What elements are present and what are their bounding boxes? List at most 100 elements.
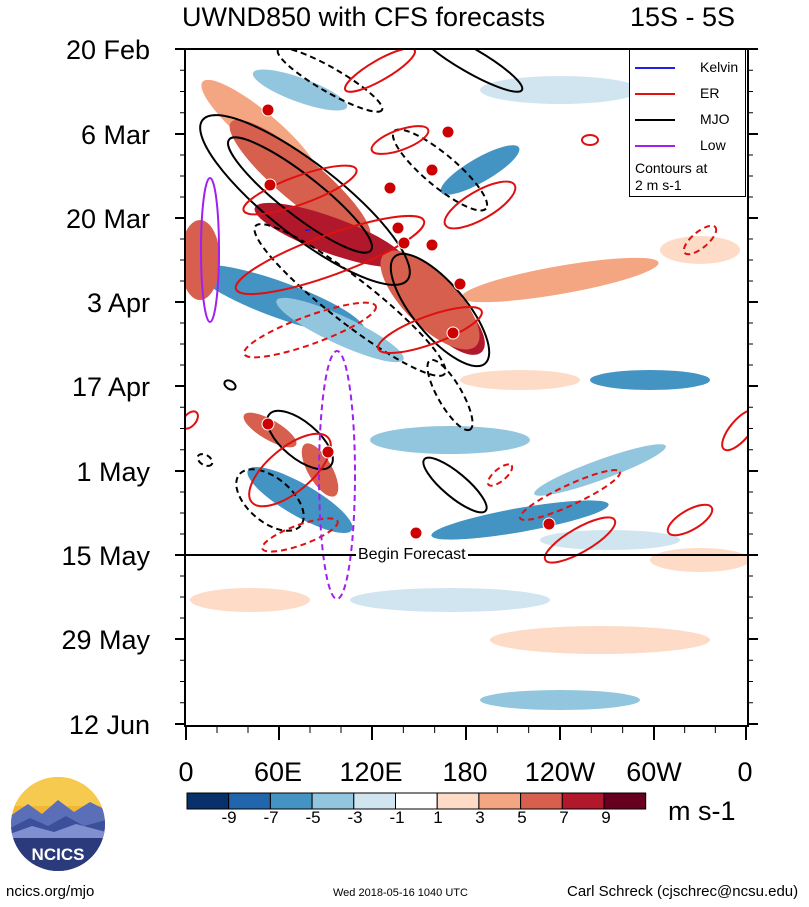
er-contour [234,214,426,296]
x-tick-label: 180 [442,757,488,787]
colorbar-swatch [269,792,313,810]
contour-interval-note: Contours at 2 m s-1 [635,160,707,194]
anomaly-patch [590,370,710,390]
er-contour [581,134,599,146]
low-contour [318,350,356,600]
tropical-cyclone-icon [263,178,277,192]
y-tick-label: 29 May [61,625,150,655]
colorbar-tick-label: -5 [305,808,321,827]
mjo-contour [253,223,447,377]
x-tick-label: 120W [524,757,596,787]
er-contour [486,463,514,487]
colorbar-swatch [353,792,396,810]
y-tick-label: 3 Apr [86,288,150,318]
colorbar-swatch [228,792,271,810]
mjo-contour [227,136,373,254]
y-tick-label: 1 May [76,457,150,487]
er-contour [518,469,622,521]
anomaly-patch [460,370,580,390]
colorbar-swatch [478,792,522,810]
tropical-cyclone-icon [425,163,439,177]
anomaly-patch [380,250,480,350]
filter-contours [185,49,748,600]
er-contour [243,301,377,359]
colorbar-tick-label: -7 [263,808,279,827]
anomaly-patch [490,626,710,654]
begin-forecast-label: Begin Forecast [356,546,468,564]
legend-item-kelvin: Kelvin [630,58,747,78]
low-contour [200,177,220,323]
mjo-contour [389,252,491,368]
anomaly-patch [650,548,748,572]
er-contour [682,224,718,256]
colorbar-tick-label: -9 [221,808,237,827]
mjo-contour [391,128,489,212]
er-contour [242,164,358,216]
legend-swatch [635,119,675,121]
er-contour [377,306,483,354]
mjo-contour [223,379,237,391]
legend-label: Kelvin [700,59,739,75]
y-tick-label: 6 Mar [80,120,150,150]
tropical-cyclone-icon [453,277,467,291]
legend: Kelvin ER MJO Low Contours at 2 m s-1 [629,49,746,197]
contour-note-line: Contours at [635,160,708,176]
colorbar-swatch [395,792,438,810]
anomaly-patch [276,297,404,363]
logo-text: NCICS [32,845,85,864]
y-tick-label: 17 Apr [71,372,150,402]
er-contour [370,125,430,155]
colorbar-swatch [436,792,480,810]
ncics-logo: NCICS [11,777,105,871]
mjo-contour [199,114,411,286]
x-tick-label: 0 [737,757,753,787]
footer-author: Carl Schreck (cjschrec@ncsu.edu) [567,883,799,900]
legend-item-mjo: MJO [630,110,747,130]
anomaly-patch [534,444,666,496]
legend-item-low: Low [630,136,747,156]
anomaly-patch [461,257,659,303]
tropical-cyclone-icon [383,181,397,195]
tropical-cyclone-icon [425,238,439,252]
er-contour [248,432,332,508]
anomaly-patch [440,145,520,195]
footer-timestamp: Wed 2018-05-16 1040 UTC [333,887,468,899]
anomaly-patch [540,530,680,550]
er-contour [443,180,517,230]
anomaly-patch [270,648,430,672]
legend-swatch [635,67,675,69]
colorbar-tick-label: 7 [559,808,569,827]
anomaly-patch [185,690,320,710]
anomaly-patch [190,588,310,612]
tropical-cyclone-icon [261,417,275,431]
anomaly-patch [252,69,348,111]
footer-site: ncics.org/mjo [6,883,95,900]
x-tick-label: 60W [626,757,682,787]
er-contour [666,503,714,537]
y-tick-label: 15 May [61,541,150,571]
anomaly-patch [229,119,371,241]
tropical-cyclone-icon [391,221,405,235]
legend-swatch [635,93,675,95]
x-tick-label: 60E [253,757,303,787]
tropical-cyclone-markers [261,103,556,540]
tropical-cyclone-icon [409,526,423,540]
colorbar-tick-label: 9 [601,808,611,827]
contour-note-line: 2 m s-1 [635,177,682,193]
y-tick-label: 20 Mar [65,204,150,234]
er-contour [543,516,617,564]
legend-swatch [635,145,675,147]
colorbar-tick-label: -3 [347,808,363,827]
anomaly-patch [660,236,740,264]
mjo-contour [422,456,488,514]
legend-label: Low [700,137,726,153]
chart-title: UWND850 with CFS forecasts [182,2,546,32]
colorbar-tick-label: 1 [433,808,443,827]
legend-item-er: ER [630,84,747,104]
tropical-cyclone-icon [441,125,455,139]
anomaly-patch [247,466,353,534]
colorbar-swatch [520,792,563,810]
anomaly-patch [350,588,550,612]
mjo-contour [426,358,474,432]
tropical-cyclone-icon [397,236,411,250]
